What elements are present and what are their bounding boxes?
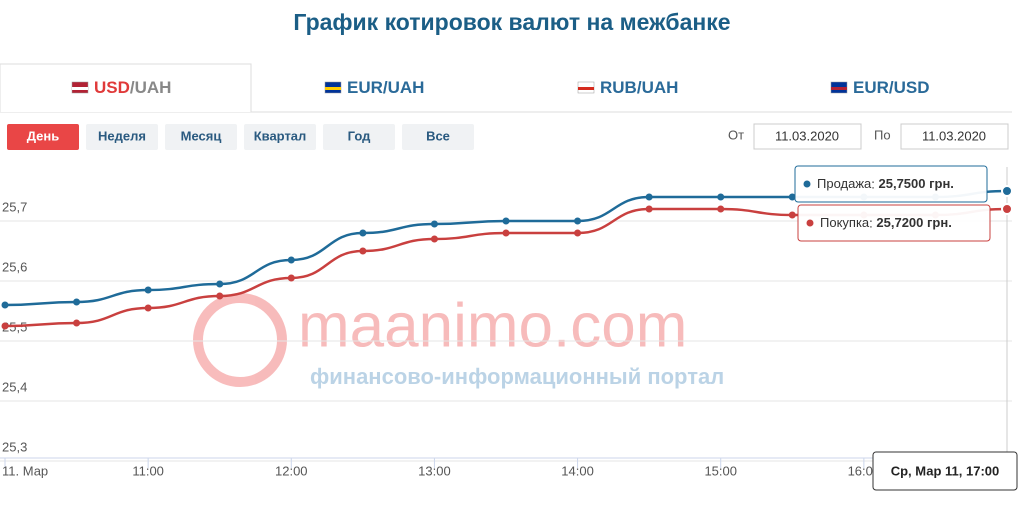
from-label: От xyxy=(728,127,744,142)
point xyxy=(645,193,653,201)
tab-label[interactable]: RUB/UAH xyxy=(600,78,678,97)
to-input[interactable] xyxy=(900,123,1009,150)
to-date: 11.03.2020 xyxy=(922,128,986,143)
watermark-brand: maanimo.com xyxy=(298,291,687,360)
x-tick-label: 11. Мар xyxy=(2,463,48,478)
point xyxy=(216,292,224,300)
x-tick-label: 14:00 xyxy=(561,463,594,478)
y-tick-label: 25,4 xyxy=(2,379,27,394)
tooltip-series-name: Покупка xyxy=(820,215,870,230)
point xyxy=(287,274,295,282)
x-tick-label: 13:00 xyxy=(418,463,451,478)
point xyxy=(144,286,152,294)
point xyxy=(788,211,796,219)
point xyxy=(430,220,438,228)
tab-quote: /UAH xyxy=(637,78,679,97)
tooltip-text: Продажа: 25,7500 грн. xyxy=(817,176,954,191)
point xyxy=(359,247,367,255)
active-tab[interactable] xyxy=(0,63,252,112)
flag-stripe xyxy=(578,87,594,90)
point xyxy=(430,235,438,243)
tooltip-value: 25,7500 грн. xyxy=(879,176,954,191)
period-button[interactable] xyxy=(165,124,237,150)
period-button[interactable] xyxy=(7,124,79,150)
period-label: Месяц xyxy=(181,128,222,143)
watermark-tagline: финансово-информационный портал xyxy=(310,364,724,389)
point xyxy=(788,193,796,201)
point xyxy=(1001,185,1013,197)
tooltip-box xyxy=(794,165,988,203)
tooltip-dot xyxy=(803,180,811,188)
point xyxy=(1,322,9,330)
y-tick-label: 25,7 xyxy=(2,199,27,214)
x-tick-label: 11:00 xyxy=(132,463,164,478)
from-input[interactable] xyxy=(753,123,862,150)
point xyxy=(287,256,295,264)
x-tick-label: 15:00 xyxy=(704,463,737,478)
tab-base: USD xyxy=(94,78,130,97)
point xyxy=(502,217,510,225)
period-label: Неделя xyxy=(98,128,146,143)
tooltip-series-name: Продажа xyxy=(817,176,872,191)
x-tick-label: 12:00 xyxy=(275,463,308,478)
point xyxy=(73,298,81,306)
tooltip-box xyxy=(797,204,991,242)
tab-base: EUR xyxy=(853,78,889,97)
watermark: maanimo.com финансово-информационный пор… xyxy=(193,291,724,389)
to-label: По xyxy=(874,127,891,142)
point xyxy=(144,304,152,312)
period-label: Год xyxy=(348,128,371,143)
point xyxy=(1,301,9,309)
tab-label[interactable]: EUR/USD xyxy=(853,78,930,97)
point xyxy=(502,229,510,237)
period-button[interactable] xyxy=(86,124,158,150)
y-tick-label: 25,3 xyxy=(2,439,27,454)
title: График котировок валют на межбанке xyxy=(293,9,730,35)
point xyxy=(717,205,725,213)
flag-stripe xyxy=(831,87,847,90)
flag-stripe xyxy=(72,87,88,90)
point xyxy=(574,229,582,237)
tab-quote: /UAH xyxy=(383,78,425,97)
from-date: 11.03.2020 xyxy=(775,128,839,143)
x-tooltip-text: Ср, Мар 11, 17:00 xyxy=(891,463,1000,478)
tooltip-value: 25,7200 грн. xyxy=(876,215,951,230)
period-label: Квартал xyxy=(254,128,307,143)
tab-quote: /USD xyxy=(889,78,930,97)
period-label: Все xyxy=(426,128,450,143)
tooltip-dot xyxy=(806,219,814,227)
period-button[interactable] xyxy=(244,124,316,150)
point xyxy=(717,193,725,201)
tab-label[interactable]: USD/UAH xyxy=(94,78,171,97)
point xyxy=(645,205,653,213)
point xyxy=(359,229,367,237)
period-button[interactable] xyxy=(402,124,474,150)
period-button[interactable] xyxy=(323,124,395,150)
point xyxy=(1001,203,1013,215)
flag-stripe xyxy=(325,87,341,90)
tab-label[interactable]: EUR/UAH xyxy=(347,78,424,97)
tab-base: RUB xyxy=(600,78,637,97)
point xyxy=(73,319,81,327)
x-tooltip-box xyxy=(872,451,1018,491)
point xyxy=(574,217,582,225)
date-range: От 11.03.2020 По 11.03.2020 xyxy=(728,123,1009,150)
tab-quote: /UAH xyxy=(130,78,172,97)
tooltip-text: Покупка: 25,7200 грн. xyxy=(820,215,952,230)
y-tick-label: 25,6 xyxy=(2,259,27,274)
x-tick-label: 16:00 xyxy=(848,463,881,478)
point xyxy=(216,280,224,288)
period-label: День xyxy=(27,128,60,143)
logo xyxy=(193,293,287,387)
tab-base: EUR xyxy=(347,78,383,97)
